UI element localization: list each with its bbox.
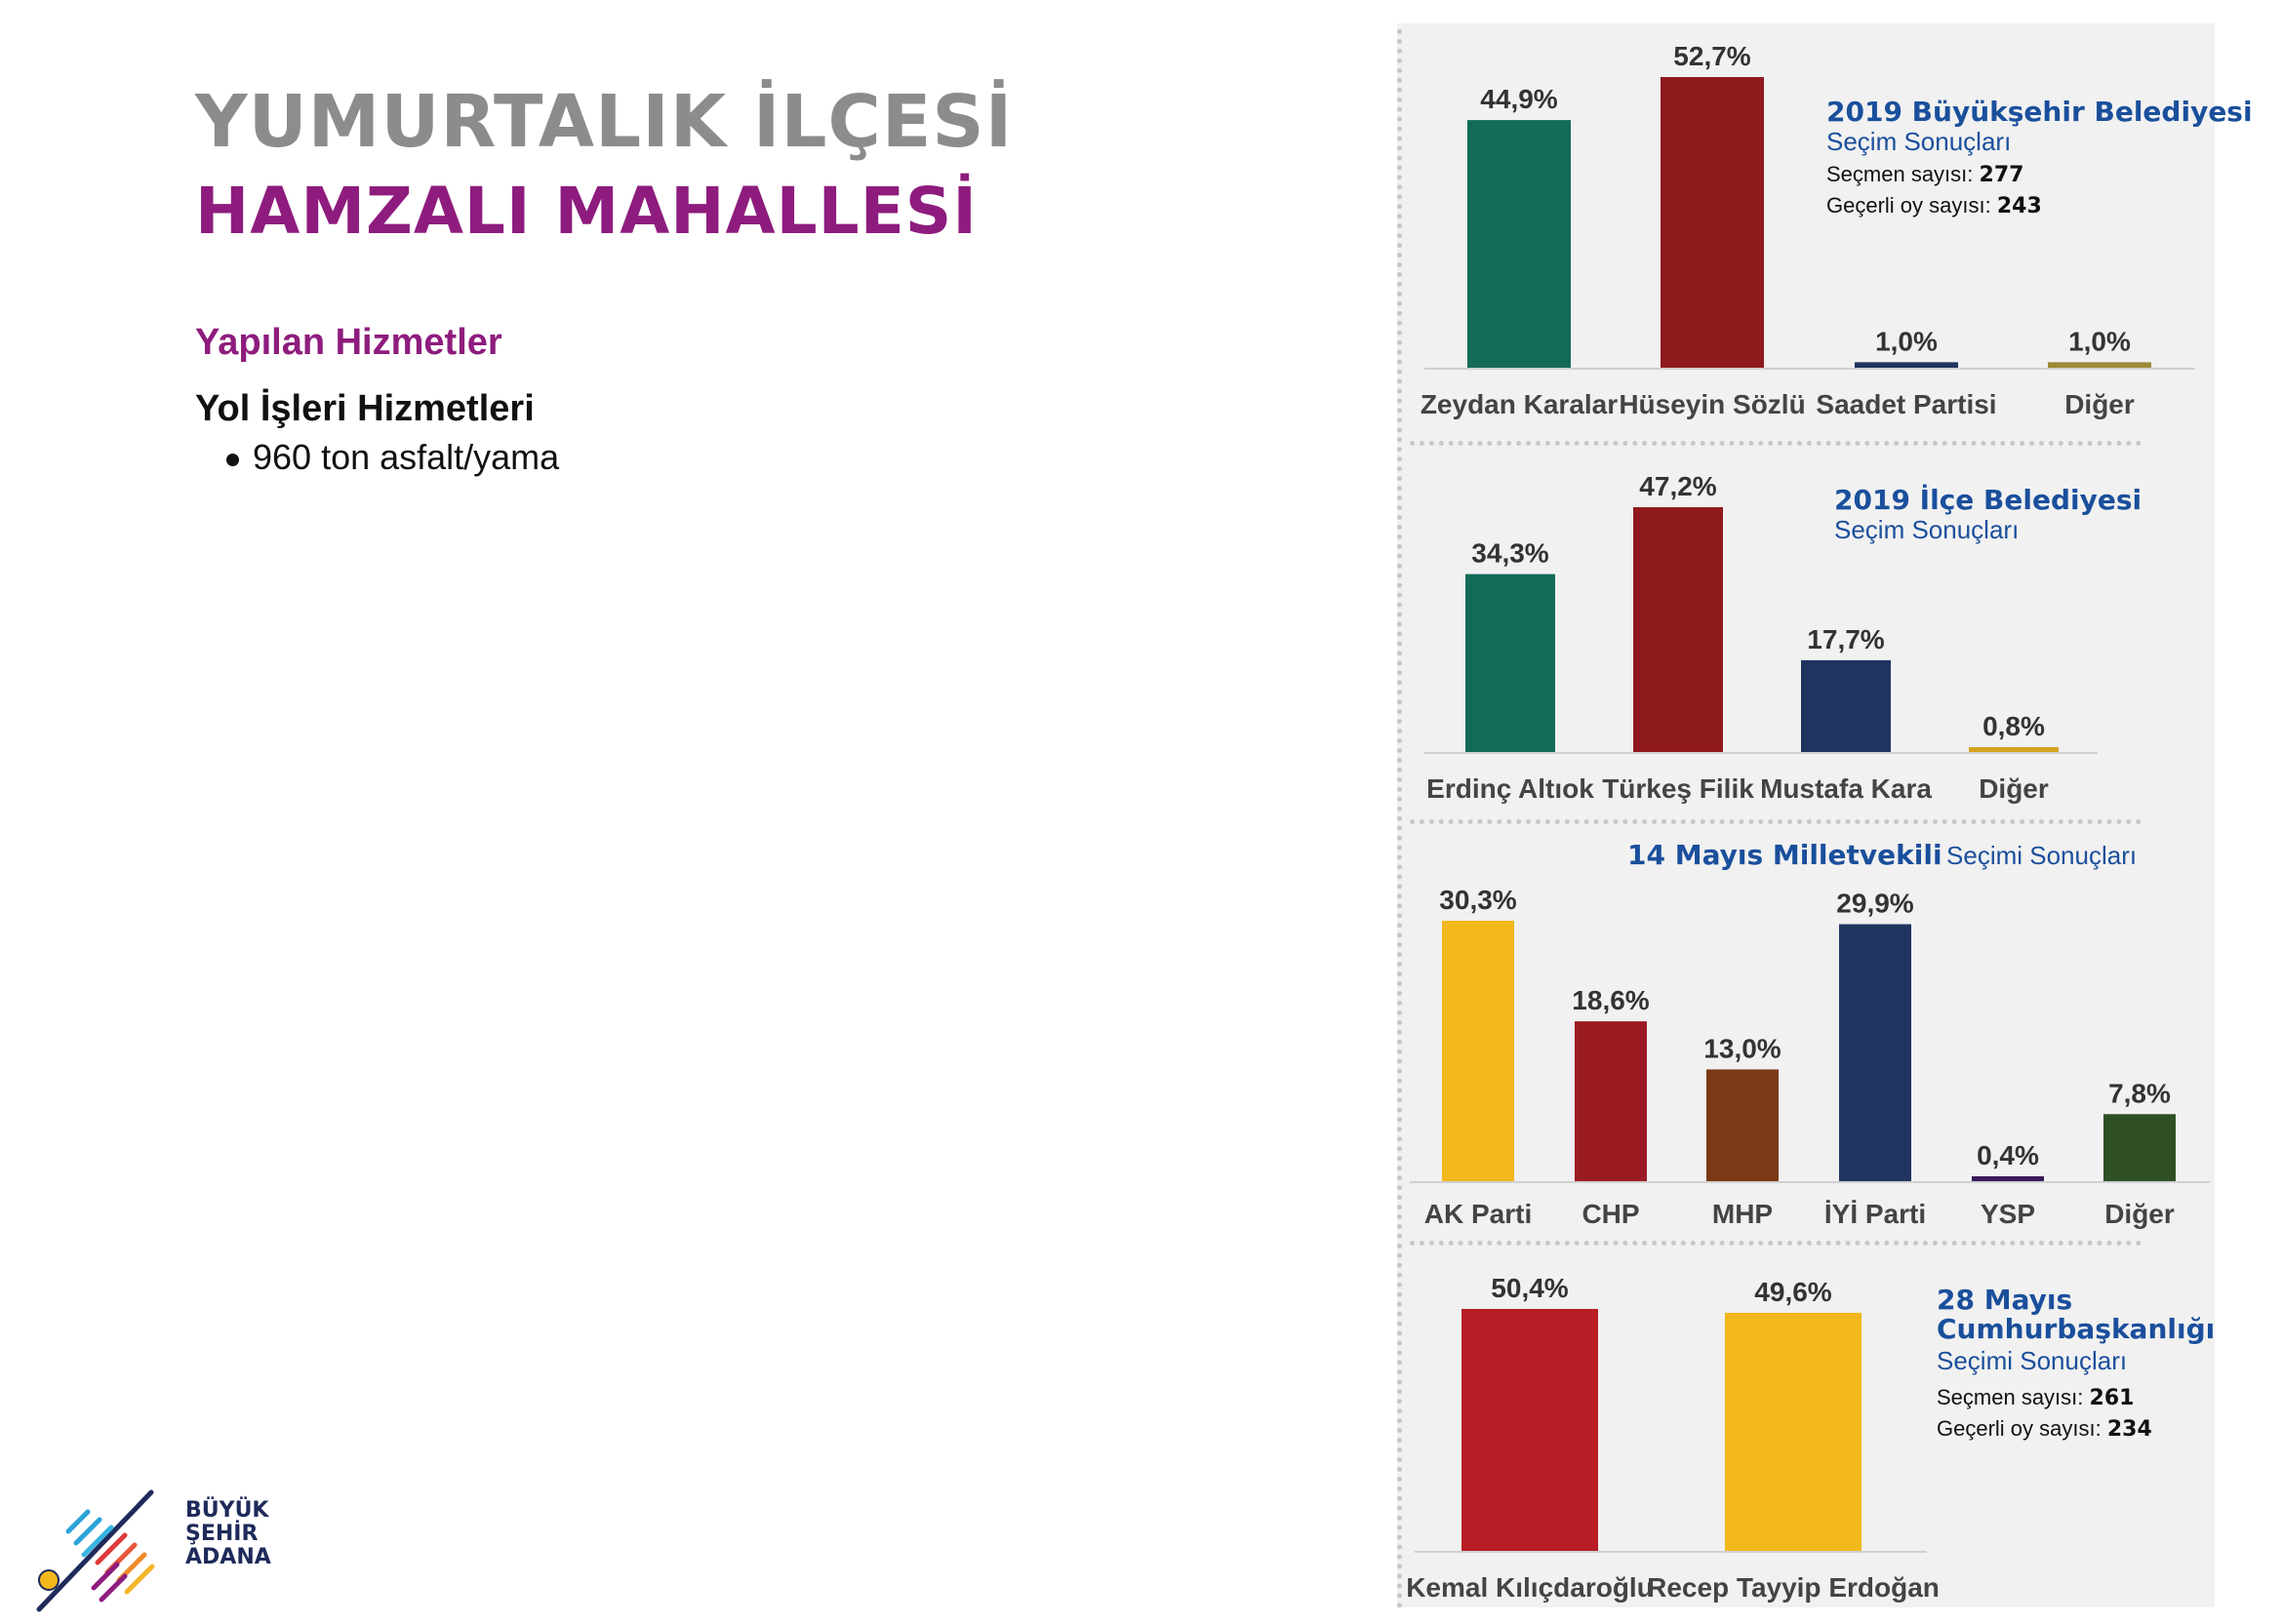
chart1-voters: Seçmen sayısı: 277 <box>1826 162 2023 187</box>
chart1-bar <box>1855 362 1958 368</box>
chart2-value-label: 0,8% <box>1982 711 2045 741</box>
road-works-heading: Yol İşleri Hizmetleri <box>195 388 535 429</box>
chart2-category-label: Erdinç Altıok <box>1426 773 1594 804</box>
chart1-category-label: Hüseyin Sözlü <box>1619 389 1805 419</box>
chart2-category-label: Diğer <box>1979 773 2049 804</box>
services-heading: Yapılan Hizmetler <box>195 322 502 363</box>
chart4-bar <box>1725 1312 1862 1551</box>
chart1-valid-votes: Geçerli oy sayısı: 243 <box>1826 193 2042 218</box>
chart1-bar <box>1467 120 1571 368</box>
chart1-category-label: Zeydan Karalar <box>1421 389 1618 419</box>
voters-value: 261 <box>2089 1386 2135 1410</box>
page-title-neighborhood: HAMZALI MAHALLESİ <box>195 174 978 249</box>
chart4-value-label: 50,4% <box>1491 1273 1568 1303</box>
logo-text-2: ŞEHİR <box>185 1522 259 1546</box>
chart2-value-label: 47,2% <box>1639 471 1716 501</box>
chart3-bar <box>1575 1021 1647 1181</box>
chart1-value-label: 52,7% <box>1673 41 1750 71</box>
chart2-value-label: 17,7% <box>1807 624 1884 654</box>
chart2-bar <box>1633 507 1723 752</box>
chart2-value-label: 34,3% <box>1471 538 1548 569</box>
bullet-item: 960 ton asfalt/yama <box>226 437 559 478</box>
chart2-bar <box>1465 574 1555 752</box>
page-title-district: YUMURTALIK İLÇESİ <box>195 80 1014 164</box>
voters-label: Seçmen sayısı: <box>1826 162 1974 186</box>
section-divider <box>1410 441 2142 446</box>
chart3-bar <box>1839 924 1911 1181</box>
buyuksehir-adana-logo: BÜYÜK ŞEHİR ADANA <box>29 1473 271 1619</box>
chart3-bar <box>1706 1069 1779 1181</box>
chart3-category-label: MHP <box>1712 1199 1773 1229</box>
valid-value: 234 <box>2106 1417 2152 1442</box>
chart3-value-label: 30,3% <box>1439 885 1516 915</box>
chart4-voters: Seçmen sayısı: 261 <box>1937 1385 2134 1410</box>
chart3-category-label: Diğer <box>2104 1199 2175 1229</box>
chart3-subtitle: Seçimi Sonuçları <box>1946 841 2138 870</box>
chart1-value-label: 1,0% <box>2068 326 2131 356</box>
chart3-category-label: AK Parti <box>1424 1199 1532 1229</box>
chart1-bar <box>2048 362 2151 368</box>
chart4-valid-votes: Geçerli oy sayısı: 234 <box>1937 1416 2152 1442</box>
chart3-category-label: CHP <box>1581 1199 1639 1229</box>
chart3-value-label: 29,9% <box>1836 889 1913 919</box>
bullet-text: 960 ton asfalt/yama <box>253 437 560 477</box>
logo-mark-icon <box>36 1489 155 1612</box>
chart3-title: 14 Mayıs Milletvekili <box>1627 839 1942 871</box>
chart3-value-label: 13,0% <box>1703 1033 1781 1063</box>
chart2-title: 2019 İlçe Belediyesi <box>1834 484 2142 516</box>
voters-label: Seçmen sayısı: <box>1937 1385 2084 1409</box>
panel-divider <box>1397 29 1402 1609</box>
chart4-bar <box>1461 1309 1598 1551</box>
voters-value: 277 <box>1979 163 2024 187</box>
chart3-bar <box>1442 921 1514 1181</box>
logo-text-3: ADANA <box>185 1545 271 1569</box>
chart3-heading: 14 Mayıs Milletvekili Seçimi Sonuçları <box>1627 839 2137 871</box>
valid-value: 243 <box>1996 194 2042 218</box>
chart2-bar <box>1969 747 2059 752</box>
section-divider <box>1410 819 2142 824</box>
valid-label: Geçerli oy sayısı: <box>1826 193 1991 218</box>
chart3-value-label: 7,8% <box>2108 1078 2171 1108</box>
chart4-title-b: Cumhurbaşkanlığı <box>1937 1313 2216 1345</box>
chart4-subtitle: Seçimi Sonuçları <box>1937 1346 2128 1375</box>
chart3-value-label: 18,6% <box>1572 985 1649 1015</box>
chart4-category-label: Recep Tayyip Erdoğan <box>1647 1572 1940 1603</box>
chart3-category-label: İYİ Parti <box>1824 1199 1926 1229</box>
logo-text-1: BÜYÜK <box>185 1498 269 1523</box>
section-divider <box>1410 1241 2142 1246</box>
chart1-category-label: Diğer <box>2064 389 2135 419</box>
chart2-category-label: Türkeş Filik <box>1602 773 1754 804</box>
bullet-dot-icon <box>226 453 239 466</box>
chart4-title-a: 28 Mayıs <box>1937 1284 2073 1316</box>
chart3-bar <box>2103 1114 2176 1181</box>
chart1-value-label: 1,0% <box>1875 326 1938 356</box>
chart4-value-label: 49,6% <box>1754 1277 1831 1307</box>
chart1-subtitle: Seçim Sonuçları <box>1826 127 2012 156</box>
chart1-bar <box>1661 77 1764 368</box>
chart1-title: 2019 Büyükşehir Belediyesi <box>1826 96 2253 128</box>
valid-label: Geçerli oy sayısı: <box>1937 1416 2102 1441</box>
chart1-category-label: Saadet Partisi <box>1816 389 1996 419</box>
chart2-category-label: Mustafa Kara <box>1760 773 1932 804</box>
chart3-bar <box>1972 1176 2044 1181</box>
chart4-category-label: Kemal Kılıçdaroğlu <box>1406 1572 1654 1603</box>
chart2-subtitle: Seçim Sonuçları <box>1834 515 2020 544</box>
chart3-category-label: YSP <box>1981 1199 2035 1229</box>
chart2-bar <box>1801 659 1891 752</box>
chart1-value-label: 44,9% <box>1480 84 1557 114</box>
chart3-value-label: 0,4% <box>1977 1140 2039 1170</box>
